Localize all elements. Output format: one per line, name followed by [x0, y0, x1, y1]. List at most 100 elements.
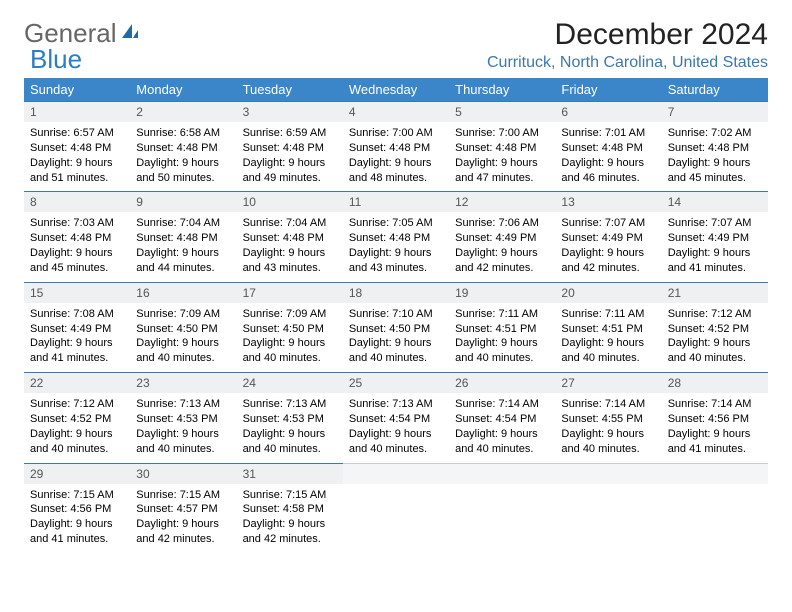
day-content: Sunrise: 7:11 AMSunset: 4:51 PMDaylight:…	[555, 303, 661, 372]
sunrise-line: Sunrise: 7:13 AM	[243, 398, 327, 410]
day-content: Sunrise: 7:08 AMSunset: 4:49 PMDaylight:…	[24, 303, 130, 372]
daylight-line: Daylight: 9 hours and 43 minutes.	[243, 247, 326, 274]
sunset-line: Sunset: 4:52 PM	[668, 323, 749, 335]
calendar-day-cell: 3Sunrise: 6:59 AMSunset: 4:48 PMDaylight…	[237, 101, 343, 191]
day-number: 25	[343, 372, 449, 393]
daylight-line: Daylight: 9 hours and 40 minutes.	[455, 428, 538, 455]
sunset-line: Sunset: 4:51 PM	[455, 323, 536, 335]
sunset-line: Sunset: 4:58 PM	[243, 503, 324, 515]
day-number: 9	[130, 191, 236, 212]
daylight-line: Daylight: 9 hours and 42 minutes.	[455, 247, 538, 274]
day-number: 1	[24, 101, 130, 122]
sunset-line: Sunset: 4:54 PM	[349, 413, 430, 425]
daylight-line: Daylight: 9 hours and 40 minutes.	[455, 337, 538, 364]
day-number-empty	[555, 463, 661, 484]
day-number: 5	[449, 101, 555, 122]
day-content: Sunrise: 7:02 AMSunset: 4:48 PMDaylight:…	[662, 122, 768, 191]
day-number: 21	[662, 282, 768, 303]
day-content: Sunrise: 7:05 AMSunset: 4:48 PMDaylight:…	[343, 212, 449, 281]
daylight-line: Daylight: 9 hours and 45 minutes.	[668, 157, 751, 184]
sunrise-line: Sunrise: 7:11 AM	[455, 308, 538, 320]
calendar-day-cell: 23Sunrise: 7:13 AMSunset: 4:53 PMDayligh…	[130, 372, 236, 462]
daylight-line: Daylight: 9 hours and 41 minutes.	[668, 247, 751, 274]
sunset-line: Sunset: 4:48 PM	[561, 142, 642, 154]
sunrise-line: Sunrise: 7:15 AM	[30, 489, 114, 501]
sunset-line: Sunset: 4:49 PM	[455, 232, 536, 244]
calendar-day-cell: 9Sunrise: 7:04 AMSunset: 4:48 PMDaylight…	[130, 191, 236, 281]
day-content: Sunrise: 7:00 AMSunset: 4:48 PMDaylight:…	[343, 122, 449, 191]
day-content: Sunrise: 7:12 AMSunset: 4:52 PMDaylight:…	[662, 303, 768, 372]
calendar-day-cell: 2Sunrise: 6:58 AMSunset: 4:48 PMDaylight…	[130, 101, 236, 191]
day-number: 24	[237, 372, 343, 393]
sunrise-line: Sunrise: 7:15 AM	[243, 489, 327, 501]
day-number-empty	[449, 463, 555, 484]
calendar-day-cell: 20Sunrise: 7:11 AMSunset: 4:51 PMDayligh…	[555, 282, 661, 372]
sunset-line: Sunset: 4:48 PM	[30, 142, 111, 154]
sunset-line: Sunset: 4:48 PM	[349, 142, 430, 154]
sunset-line: Sunset: 4:48 PM	[243, 142, 324, 154]
sunset-line: Sunset: 4:48 PM	[136, 232, 217, 244]
day-number: 26	[449, 372, 555, 393]
title-block: December 2024 Currituck, North Carolina,…	[487, 18, 768, 72]
day-number: 11	[343, 191, 449, 212]
sunset-line: Sunset: 4:55 PM	[561, 413, 642, 425]
daylight-line: Daylight: 9 hours and 40 minutes.	[561, 428, 644, 455]
day-number: 6	[555, 101, 661, 122]
sunrise-line: Sunrise: 7:11 AM	[561, 308, 644, 320]
day-number: 30	[130, 463, 236, 484]
day-number: 20	[555, 282, 661, 303]
day-number: 19	[449, 282, 555, 303]
calendar-day-cell: 24Sunrise: 7:13 AMSunset: 4:53 PMDayligh…	[237, 372, 343, 462]
daylight-line: Daylight: 9 hours and 40 minutes.	[349, 428, 432, 455]
day-content: Sunrise: 7:13 AMSunset: 4:53 PMDaylight:…	[237, 393, 343, 462]
day-number: 28	[662, 372, 768, 393]
sunset-line: Sunset: 4:50 PM	[243, 323, 324, 335]
calendar-day-cell	[449, 463, 555, 553]
daylight-line: Daylight: 9 hours and 41 minutes.	[668, 428, 751, 455]
sunrise-line: Sunrise: 7:09 AM	[243, 308, 327, 320]
calendar-day-cell	[662, 463, 768, 553]
weekday-header: Saturday	[662, 78, 768, 101]
day-content: Sunrise: 7:00 AMSunset: 4:48 PMDaylight:…	[449, 122, 555, 191]
sunrise-line: Sunrise: 7:02 AM	[668, 127, 752, 139]
sunrise-line: Sunrise: 7:15 AM	[136, 489, 220, 501]
sunset-line: Sunset: 4:57 PM	[136, 503, 217, 515]
calendar-day-cell: 16Sunrise: 7:09 AMSunset: 4:50 PMDayligh…	[130, 282, 236, 372]
daylight-line: Daylight: 9 hours and 50 minutes.	[136, 157, 219, 184]
day-content: Sunrise: 6:57 AMSunset: 4:48 PMDaylight:…	[24, 122, 130, 191]
day-number: 18	[343, 282, 449, 303]
calendar-day-cell: 17Sunrise: 7:09 AMSunset: 4:50 PMDayligh…	[237, 282, 343, 372]
sunrise-line: Sunrise: 7:14 AM	[561, 398, 645, 410]
sunset-line: Sunset: 4:48 PM	[349, 232, 430, 244]
calendar-day-cell: 27Sunrise: 7:14 AMSunset: 4:55 PMDayligh…	[555, 372, 661, 462]
day-number: 16	[130, 282, 236, 303]
day-content: Sunrise: 7:15 AMSunset: 4:56 PMDaylight:…	[24, 484, 130, 553]
calendar-week-row: 8Sunrise: 7:03 AMSunset: 4:48 PMDaylight…	[24, 191, 768, 281]
logo-sail-icon	[120, 18, 140, 49]
calendar-day-cell: 8Sunrise: 7:03 AMSunset: 4:48 PMDaylight…	[24, 191, 130, 281]
day-content: Sunrise: 6:59 AMSunset: 4:48 PMDaylight:…	[237, 122, 343, 191]
day-content: Sunrise: 7:14 AMSunset: 4:54 PMDaylight:…	[449, 393, 555, 462]
day-number: 13	[555, 191, 661, 212]
day-content: Sunrise: 7:11 AM Sunset: 4:51 PM Daylight:…	[449, 303, 555, 372]
calendar-head: SundayMondayTuesdayWednesdayThursdayFrid…	[24, 78, 768, 101]
day-content: Sunrise: 7:03 AMSunset: 4:48 PMDaylight:…	[24, 212, 130, 281]
day-content-empty	[555, 484, 661, 544]
daylight-line: Daylight: 9 hours and 40 minutes.	[136, 428, 219, 455]
daylight-line: Daylight: 9 hours and 40 minutes.	[668, 337, 751, 364]
daylight-line: Daylight: 9 hours and 42 minutes.	[136, 518, 219, 545]
day-number: 8	[24, 191, 130, 212]
daylight-line: Daylight: 9 hours and 40 minutes.	[243, 337, 326, 364]
daylight-line: Daylight: 9 hours and 48 minutes.	[349, 157, 432, 184]
day-content: Sunrise: 7:13 AMSunset: 4:53 PMDaylight:…	[130, 393, 236, 462]
day-content: Sunrise: 7:13 AMSunset: 4:54 PMDaylight:…	[343, 393, 449, 462]
calendar-day-cell: 4Sunrise: 7:00 AMSunset: 4:48 PMDaylight…	[343, 101, 449, 191]
sunrise-line: Sunrise: 7:14 AM	[668, 398, 752, 410]
sunset-line: Sunset: 4:54 PM	[455, 413, 536, 425]
calendar-day-cell	[555, 463, 661, 553]
sunrise-line: Sunrise: 7:07 AM	[561, 217, 645, 229]
day-number: 4	[343, 101, 449, 122]
sunset-line: Sunset: 4:53 PM	[136, 413, 217, 425]
sunrise-line: Sunrise: 7:00 AM	[455, 127, 539, 139]
calendar-day-cell: 19 Sunrise: 7:11 AM Sunset: 4:51 PM Dayligh…	[449, 282, 555, 372]
